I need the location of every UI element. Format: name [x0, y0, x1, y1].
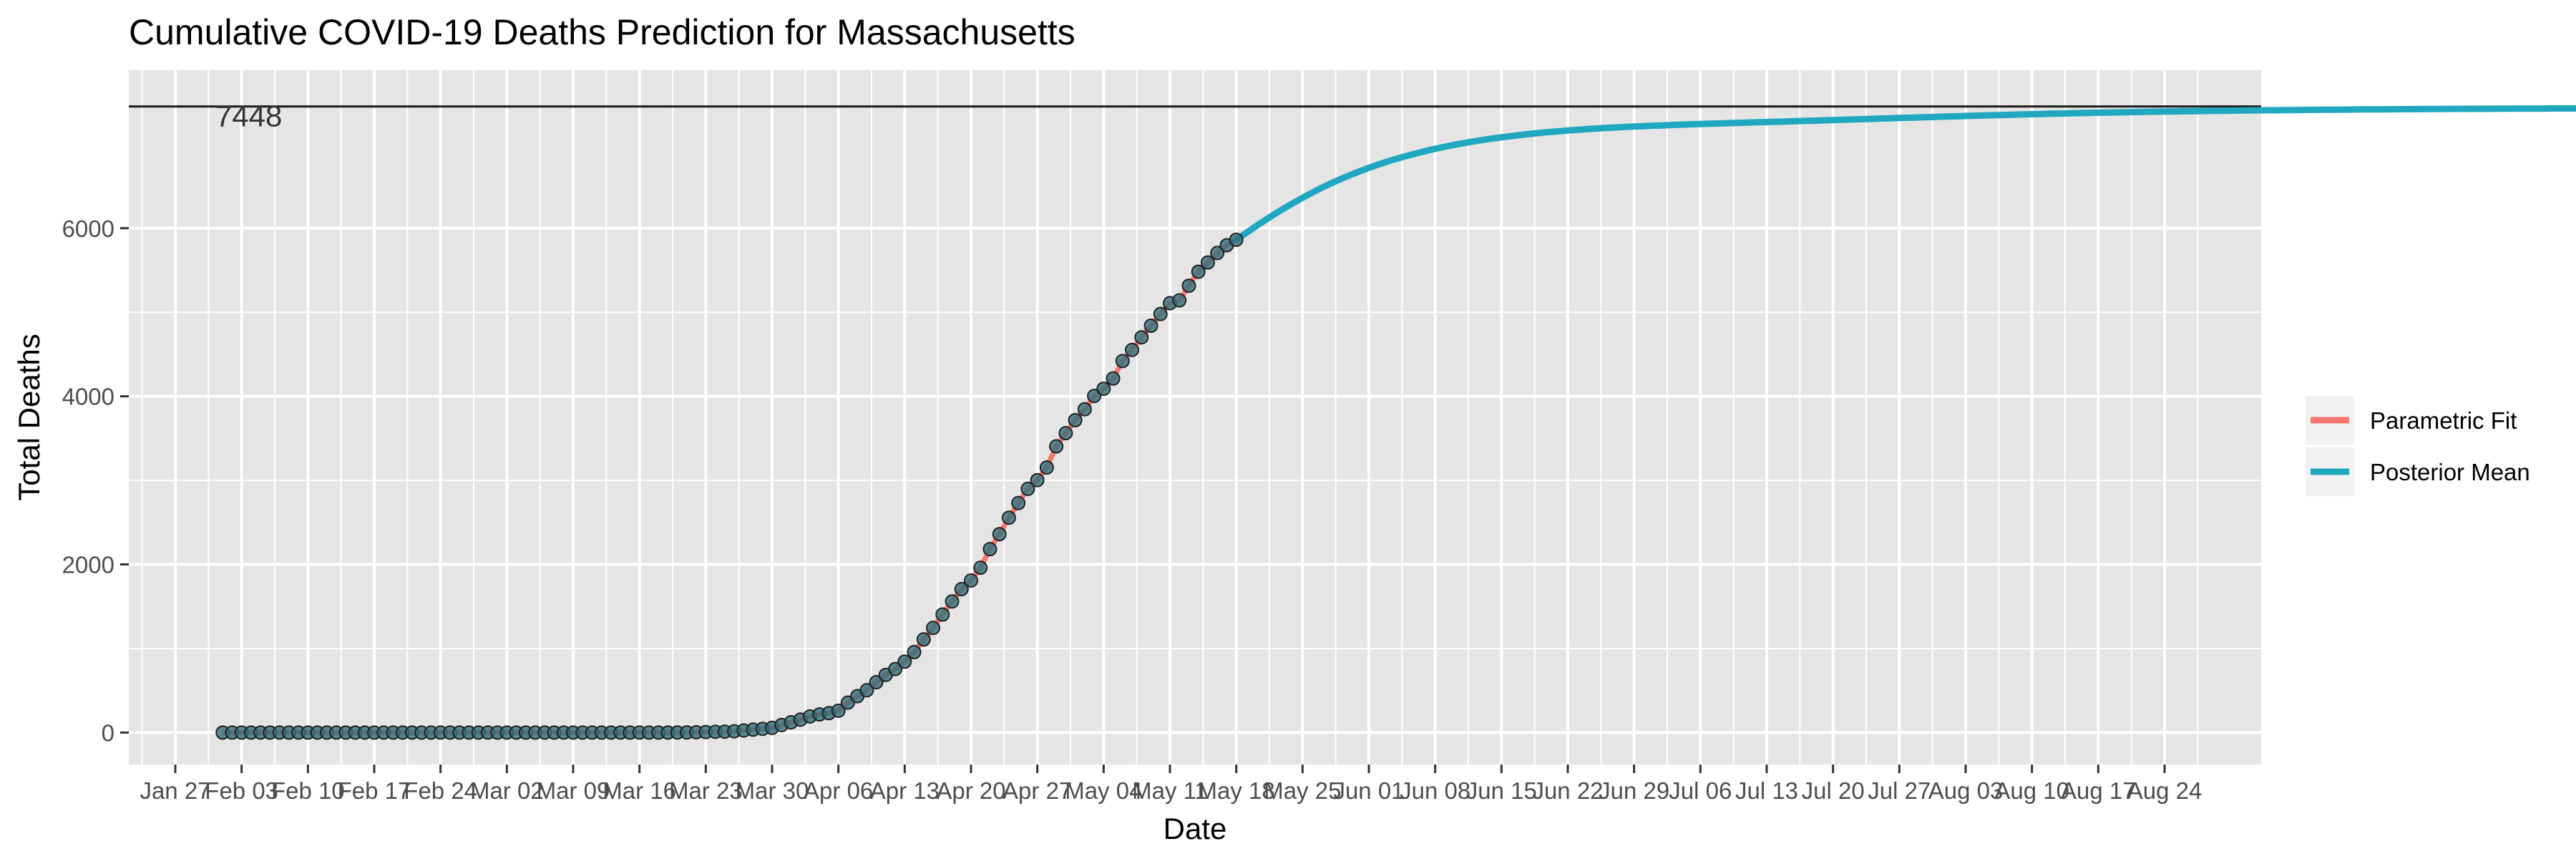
- y-tick-label: 6000: [62, 215, 114, 242]
- observed-point: [1191, 264, 1206, 279]
- observed-point: [973, 560, 988, 576]
- observed-point: [1134, 330, 1149, 345]
- y-tick-label: 0: [102, 719, 114, 746]
- x-tick-label: Jul 27: [1868, 777, 1931, 804]
- observed-point: [907, 644, 922, 659]
- x-tick-label: Jan 27: [140, 777, 210, 804]
- x-tick-label: May 04: [1065, 777, 1142, 804]
- reference-line-label: 7448: [215, 100, 282, 133]
- observed-point: [1172, 293, 1187, 308]
- x-tick-label: Mar 23: [669, 777, 743, 804]
- x-tick-label: Mar 09: [537, 777, 610, 804]
- observed-point: [888, 661, 903, 676]
- observed-point: [1001, 510, 1016, 525]
- observed-point: [1143, 318, 1158, 333]
- observed-point: [1087, 389, 1102, 404]
- observed-point: [1181, 278, 1196, 293]
- observed-point: [1049, 439, 1064, 454]
- observed-point: [926, 621, 941, 636]
- x-tick-label: Apr 20: [936, 777, 1005, 804]
- observed-point: [831, 703, 846, 718]
- x-tick-label: May 18: [1198, 777, 1275, 804]
- observed-point: [1229, 232, 1244, 247]
- x-tick-label: Feb 17: [338, 777, 411, 804]
- observed-point: [1096, 382, 1111, 397]
- observed-point: [1125, 342, 1140, 357]
- x-axis-title: Date: [1163, 812, 1227, 845]
- observed-point: [1200, 255, 1215, 270]
- legend: Parametric Fit Posterior Mean: [2306, 396, 2530, 496]
- observed-point: [1058, 426, 1073, 441]
- x-tick-label: Jul 06: [1669, 777, 1732, 804]
- observed-point: [869, 675, 884, 690]
- observed-points: [215, 232, 1244, 740]
- observed-point: [1030, 472, 1045, 487]
- x-tick-label: Aug 24: [2127, 777, 2202, 804]
- observed-point: [1068, 412, 1083, 427]
- x-tick-label: Aug 10: [1994, 777, 2069, 804]
- y-tick-label: 2000: [62, 552, 114, 578]
- chart-title: Cumulative COVID-19 Deaths Prediction fo…: [129, 12, 1075, 52]
- x-tick-label: Mar 02: [470, 777, 544, 804]
- x-tick-label: Jun 15: [1466, 777, 1537, 804]
- x-tick-label: Jun 08: [1400, 777, 1470, 804]
- x-tick-label: Apr 13: [870, 777, 940, 804]
- x-tick-label: Aug 17: [2061, 777, 2136, 804]
- observed-point: [916, 632, 931, 647]
- x-tick-label: Feb 24: [404, 777, 477, 804]
- y-tick-label: 4000: [62, 384, 114, 410]
- x-tick-label: Feb 10: [271, 777, 345, 804]
- observed-point: [1039, 460, 1054, 475]
- observed-point: [1077, 402, 1092, 417]
- y-axis: 0 2000 4000 6000: [62, 215, 129, 746]
- x-tick-label: Aug 03: [1928, 777, 2004, 804]
- plot-panel: [129, 70, 2261, 765]
- legend-label: Parametric Fit: [2370, 407, 2517, 434]
- x-tick-label: Jul 13: [1735, 777, 1798, 804]
- observed-point: [1020, 481, 1035, 496]
- observed-point: [1011, 495, 1026, 510]
- x-tick-label: Jul 20: [1802, 777, 1865, 804]
- legend-label: Posterior Mean: [2370, 459, 2530, 485]
- observed-point: [1153, 306, 1168, 321]
- x-tick-label: Jun 01: [1333, 777, 1404, 804]
- x-tick-label: May 25: [1264, 777, 1341, 804]
- observed-point: [1115, 354, 1130, 369]
- observed-point: [992, 527, 1007, 542]
- observed-point: [954, 582, 969, 597]
- x-tick-label: Mar 16: [602, 777, 676, 804]
- observed-point: [897, 654, 912, 669]
- posterior-mean-line: [1233, 105, 2576, 243]
- observed-point: [1106, 371, 1121, 386]
- major-grid: [129, 70, 2261, 765]
- x-tick-label: Apr 27: [1002, 777, 1072, 804]
- observed-point: [945, 594, 960, 609]
- x-tick-label: Jun 29: [1599, 777, 1669, 804]
- observed-point: [1210, 246, 1225, 261]
- y-axis-title: Total Deaths: [12, 334, 46, 500]
- observed-point: [982, 542, 997, 557]
- observed-point: [964, 573, 978, 588]
- x-tick-label: Jun 22: [1532, 777, 1603, 804]
- x-tick-label: Apr 06: [804, 777, 873, 804]
- x-tick-label: May 11: [1132, 777, 1208, 804]
- observed-point: [859, 683, 874, 698]
- observed-point: [935, 607, 950, 622]
- x-tick-label: Feb 03: [205, 777, 278, 804]
- x-tick-label: Mar 30: [736, 777, 809, 804]
